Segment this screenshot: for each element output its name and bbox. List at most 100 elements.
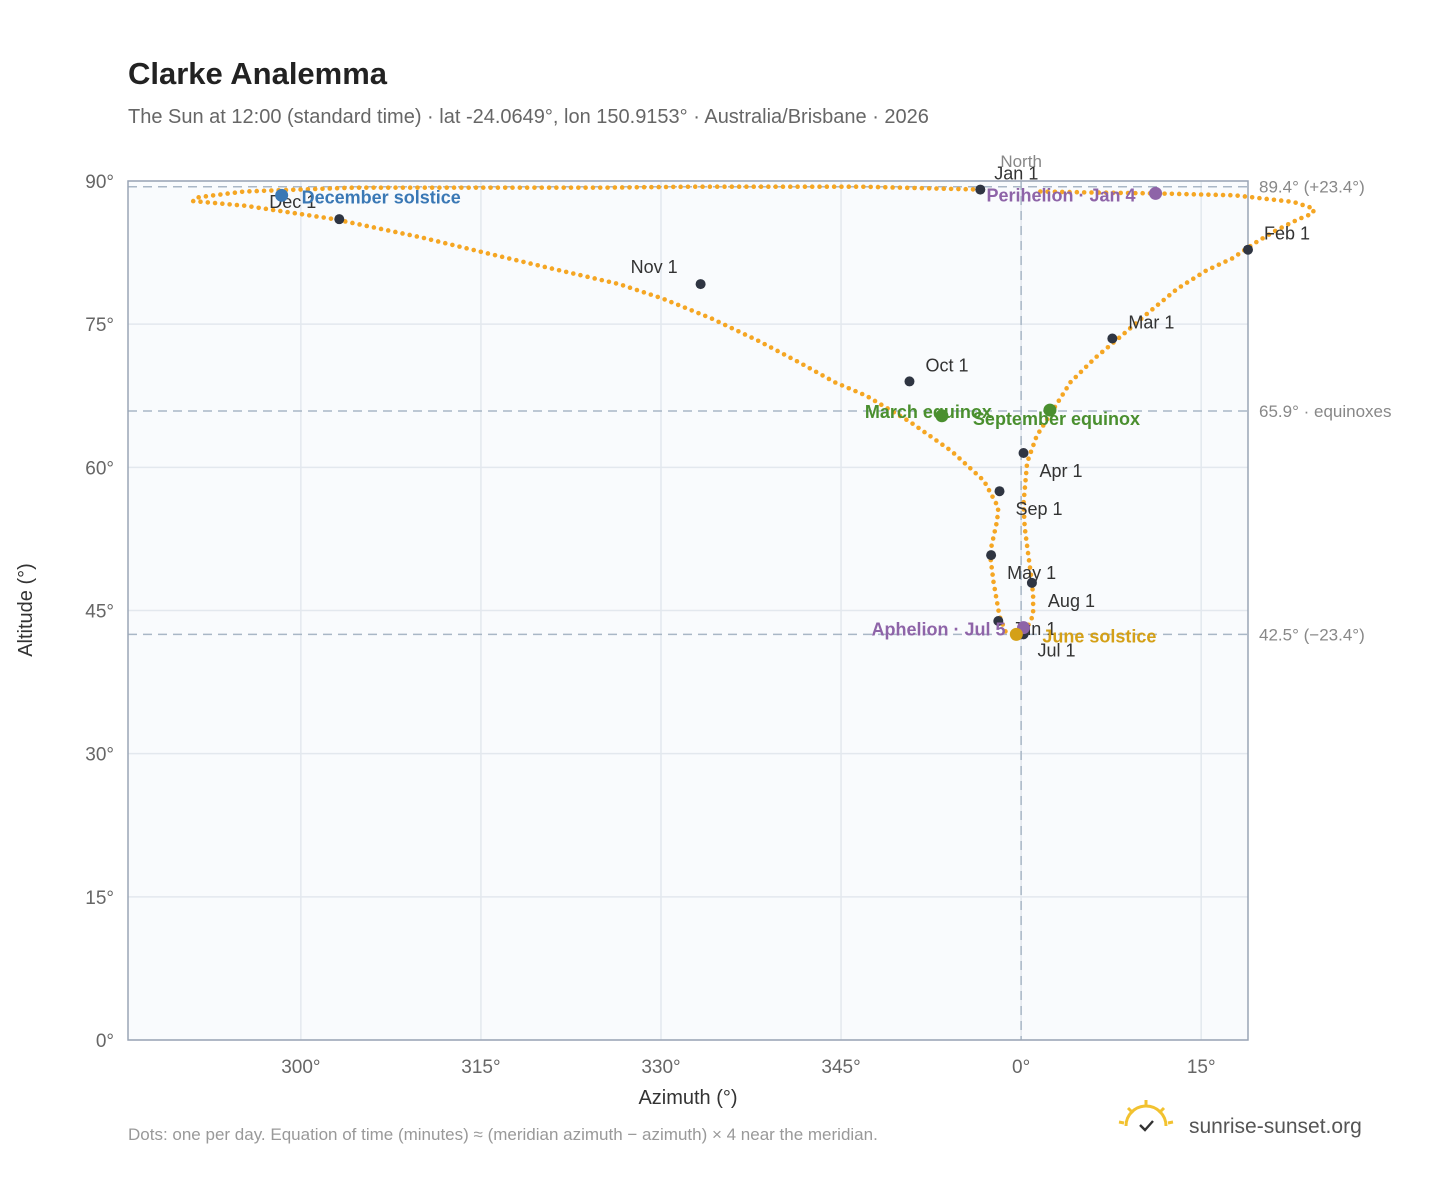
footnote: Dots: one per day. Equation of time (min… <box>128 1125 878 1144</box>
sun-position-dot <box>990 572 995 577</box>
sun-position-dot <box>780 184 786 190</box>
sun-position-dot <box>993 593 999 599</box>
sun-position-dot <box>802 184 808 190</box>
sun-position-dot <box>762 341 767 347</box>
sun-position-dot <box>1197 272 1202 278</box>
sun-position-dot <box>590 185 596 190</box>
sun-position-dot <box>1027 565 1033 570</box>
sun-position-dot <box>471 247 476 253</box>
sun-position-dot <box>312 186 318 192</box>
sun-position-dot <box>1155 302 1161 307</box>
sun-position-dot <box>904 417 909 422</box>
event-marker-dot <box>1043 403 1057 417</box>
sun-position-dot <box>506 256 512 261</box>
sun-position-dot <box>327 186 333 191</box>
sun-position-dot <box>700 184 705 190</box>
sun-position-dot <box>833 380 838 385</box>
sun-position-dot <box>269 188 274 193</box>
sun-position-dot <box>357 222 362 227</box>
sun-position-dot <box>649 184 654 190</box>
sun-position-dot <box>613 281 619 286</box>
sun-position-dot <box>1266 232 1272 237</box>
sun-position-dot <box>941 186 947 192</box>
sun-position-dot <box>437 185 442 190</box>
sun-position-dot <box>1299 215 1304 221</box>
sun-position-dot <box>729 325 735 331</box>
sun-position-dot <box>685 184 691 190</box>
sun-position-dot <box>692 184 698 190</box>
event-marker-dot <box>1149 186 1163 200</box>
sun-position-dot <box>546 185 552 190</box>
sun-position-dot <box>627 185 632 190</box>
sun-position-dot <box>904 185 910 191</box>
sun-position-dot <box>422 185 428 190</box>
event-marker-label: December solstice <box>302 187 461 207</box>
sun-position-dot <box>571 271 576 276</box>
sun-position-dot <box>1118 190 1124 196</box>
sun-position-dot <box>1229 256 1235 261</box>
sun-position-dot <box>1030 594 1036 599</box>
sun-position-dot <box>495 185 501 190</box>
sun-position-dot <box>203 194 209 199</box>
event-marker-label: Aphelion · Jul 5 <box>872 620 1006 640</box>
sun-position-dot <box>861 184 866 190</box>
sun-position-dot <box>597 185 603 190</box>
sun-position-dot <box>826 376 832 382</box>
sun-position-dot <box>328 216 334 221</box>
y-tick-label: 30° <box>85 745 114 766</box>
sun-position-dot <box>794 358 800 364</box>
sun-position-dot <box>466 185 471 190</box>
sun-position-dot <box>1038 189 1043 194</box>
sun-position-dot <box>934 186 939 191</box>
sun-position-dot <box>1026 456 1031 461</box>
sun-position-dot <box>407 232 412 238</box>
sun-position-dot <box>807 366 813 371</box>
sun-position-dot <box>1021 499 1026 505</box>
sun-position-dot <box>897 413 903 419</box>
sun-position-dot <box>364 223 370 229</box>
sun-position-dot <box>464 246 469 251</box>
reference-line-labels: 89.4° (+23.4°) 65.9° · equinoxes 42.5° (−2… <box>1259 178 1392 645</box>
sun-position-dot <box>1025 550 1031 556</box>
sun-position-dot <box>429 185 435 190</box>
sun-position-dot <box>875 184 881 190</box>
sun-position-dot <box>612 185 618 190</box>
sun-position-dot <box>1190 276 1196 282</box>
sun-position-dot <box>320 186 325 192</box>
event-markers: December solstice Perihelion · Jan 4 March… <box>275 185 1163 646</box>
plot-frame <box>127 180 1249 1041</box>
sun-position-dot <box>846 184 852 190</box>
sun-position-dot <box>634 287 640 293</box>
sun-position-dot <box>227 202 232 207</box>
sun-position-dot <box>1068 379 1073 385</box>
month-marker-label: Apr 1 <box>1040 461 1083 481</box>
sun-position-dot <box>1099 349 1105 355</box>
month-marker-dot <box>1107 333 1118 344</box>
sun-position-dot <box>1023 478 1028 483</box>
sun-position-dot <box>831 184 837 190</box>
sun-position-dot <box>912 185 917 191</box>
month-marker-label: Jul 1 <box>1038 640 1076 660</box>
sun-position-dot <box>992 586 998 592</box>
sun-position-dot <box>1223 259 1228 264</box>
sun-position-dot <box>385 185 391 190</box>
sun-position-dot <box>820 373 825 378</box>
month-marker-dot <box>986 550 997 561</box>
month-marker-label: Sep 1 <box>1016 499 1063 519</box>
sun-position-dot <box>983 481 988 487</box>
sun-position-dot <box>1074 189 1080 195</box>
sun-position-dot <box>682 305 688 310</box>
sun-position-dot <box>502 185 508 190</box>
sun-position-dot <box>656 184 662 190</box>
sun-position-dot <box>371 185 376 190</box>
sun-position-dot <box>716 319 721 325</box>
sun-position-dot <box>1023 470 1029 476</box>
sun-position-dot <box>278 208 283 214</box>
reference-line-label: 89.4° (+23.4°) <box>1259 178 1365 197</box>
sun-position-dot <box>663 184 669 190</box>
sun-position-dot <box>766 184 771 190</box>
sun-position-dot <box>599 277 605 283</box>
sun-position-dot <box>1161 297 1166 303</box>
sun-position-dot <box>990 536 996 541</box>
